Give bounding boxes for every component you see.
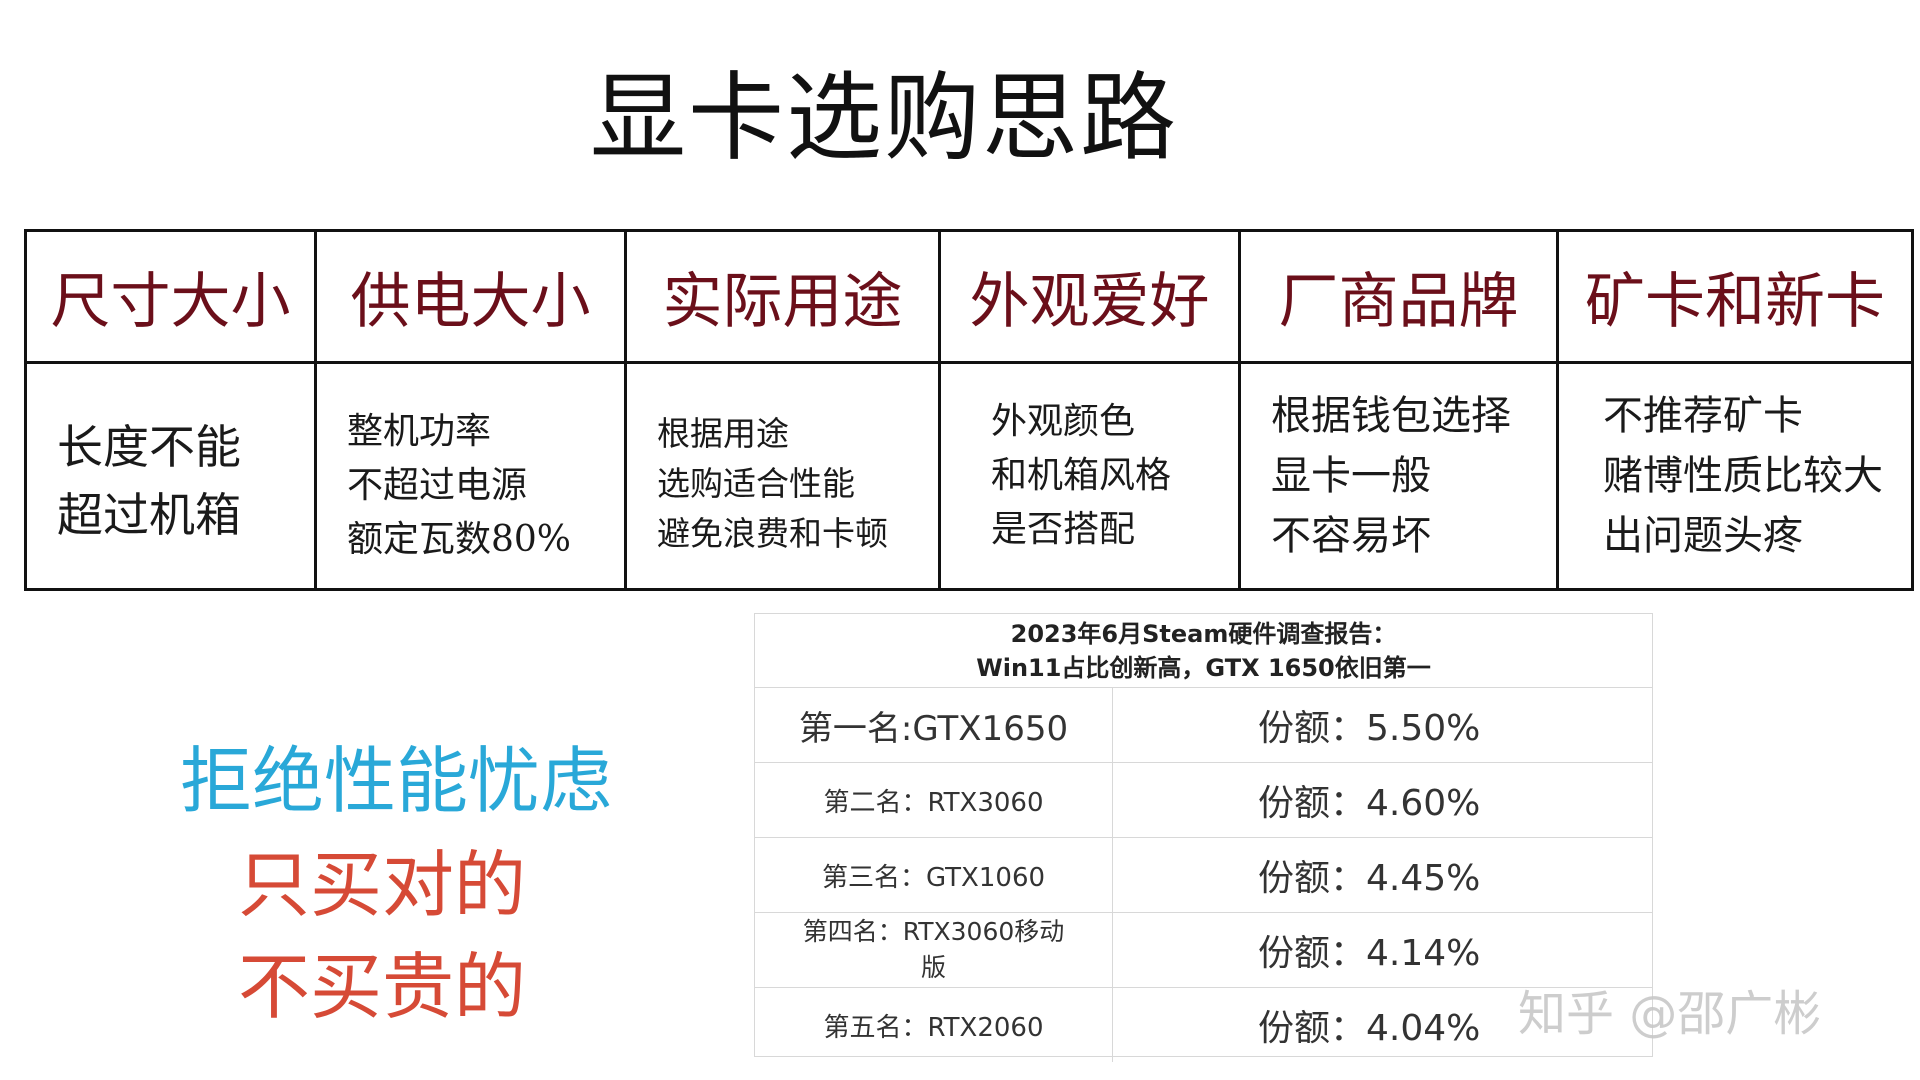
page-title: 显卡选购思路 [590, 62, 1178, 174]
detail-line: 显卡一般 [1271, 453, 1431, 499]
table-row: 第四名：RTX3060移动版 份额：4.14% [755, 913, 1652, 988]
steam-survey-header: 2023年6月Steam硬件调查报告： Win11占比创新高，GTX 1650依… [755, 614, 1652, 688]
share-cell: 份额：4.04% [1258, 1008, 1481, 1049]
criteria-header-power: 供电大小 [317, 232, 627, 361]
table-row: 第三名：GTX1060 份额：4.45% [755, 838, 1652, 913]
table-row: 第五名：RTX2060 份额：4.04% [755, 988, 1652, 1062]
detail-line: 根据钱包选择 [1271, 393, 1511, 439]
steam-survey-title: 2023年6月Steam硬件调查报告： [1010, 619, 1397, 648]
rank-cell: 第一名:GTX1650 [755, 688, 1113, 762]
criteria-table: 尺寸大小 供电大小 实际用途 外观爱好 厂商品牌 矿卡和新卡 长度不能 超过机箱… [24, 229, 1914, 591]
criteria-detail-brand: 根据钱包选择 显卡一般 不容易坏 [1241, 364, 1559, 588]
criteria-header-brand: 厂商品牌 [1241, 232, 1559, 361]
criteria-detail-power: 整机功率 不超过电源 额定瓦数80% [317, 364, 627, 588]
table-row: 第一名:GTX1650 份额：5.50% [755, 688, 1652, 763]
detail-line: 出问题头疼 [1603, 513, 1803, 559]
rank-cell: 第三名：GTX1060 [755, 838, 1113, 912]
detail-line: 避免浪费和卡顿 [657, 514, 888, 553]
criteria-header-usage: 实际用途 [627, 232, 941, 361]
rank-cell: 第四名：RTX3060移动版 [755, 913, 1113, 987]
share-cell: 份额：4.14% [1258, 933, 1481, 974]
share-cell: 份额：5.50% [1258, 708, 1481, 749]
rank-cell: 第二名：RTX3060 [755, 763, 1113, 837]
criteria-detail-mining: 不推荐矿卡 赌博性质比较大 出问题头疼 [1559, 364, 1911, 588]
detail-line: 外观颜色 [991, 401, 1136, 442]
detail-line: 不超过电源 [347, 465, 528, 506]
criteria-detail-size: 长度不能 超过机箱 [27, 364, 317, 588]
detail-line: 超过机箱 [57, 488, 241, 542]
detail-line: 赌博性质比较大 [1603, 453, 1883, 499]
watermark: 知乎 @邵广彬 [1518, 986, 1822, 1042]
criteria-detail-row: 长度不能 超过机箱 整机功率 不超过电源 额定瓦数80% 根据用途 选购适合性能… [27, 364, 1911, 588]
slogan-no-anxiety: 拒绝性能忧虑 [180, 739, 613, 823]
criteria-header-row: 尺寸大小 供电大小 实际用途 外观爱好 厂商品牌 矿卡和新卡 [27, 232, 1911, 364]
criteria-header-size: 尺寸大小 [27, 232, 317, 361]
share-cell: 份额：4.45% [1258, 858, 1481, 899]
slogan-buy-right: 只买对的 [238, 843, 527, 927]
rank-cell: 第五名：RTX2060 [755, 988, 1113, 1062]
table-row: 第二名：RTX3060 份额：4.60% [755, 763, 1652, 838]
steam-survey-subtitle: Win11占比创新高，GTX 1650依旧第一 [976, 653, 1431, 682]
criteria-detail-usage: 根据用途 选购适合性能 避免浪费和卡顿 [627, 364, 941, 588]
detail-line: 额定瓦数80% [347, 519, 572, 560]
criteria-detail-appearance: 外观颜色 和机箱风格 是否搭配 [941, 364, 1241, 588]
slogan-not-expensive: 不买贵的 [238, 945, 527, 1029]
detail-line: 长度不能 [57, 420, 241, 474]
steam-survey-table: 2023年6月Steam硬件调查报告： Win11占比创新高，GTX 1650依… [754, 613, 1653, 1062]
detail-line: 选购适合性能 [657, 464, 855, 503]
detail-line: 和机箱风格 [991, 455, 1172, 496]
criteria-header-appearance: 外观爱好 [941, 232, 1241, 361]
detail-line: 根据用途 [657, 414, 789, 453]
detail-line: 是否搭配 [991, 509, 1136, 550]
criteria-header-mining: 矿卡和新卡 [1585, 267, 1885, 337]
detail-line: 不容易坏 [1271, 513, 1431, 559]
share-cell: 份额：4.60% [1258, 783, 1481, 824]
detail-line: 不推荐矿卡 [1603, 393, 1803, 439]
detail-line: 整机功率 [347, 411, 492, 452]
